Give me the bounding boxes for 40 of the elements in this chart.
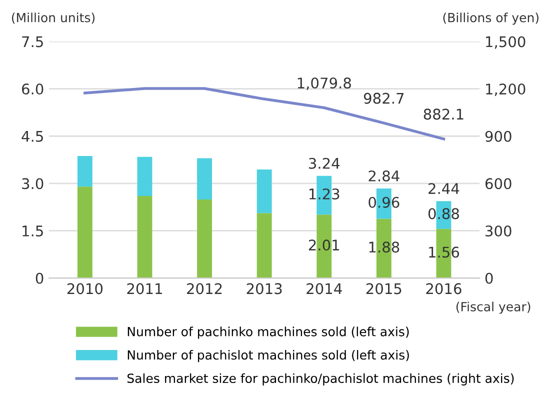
y-tick-label: 0 xyxy=(36,272,44,284)
bar xyxy=(137,156,152,196)
x-tick-label: 2012 xyxy=(187,283,222,294)
x-axis-title: (Fiscal year) xyxy=(456,302,530,314)
legend-label: Number of pachinko machines sold (left axis) xyxy=(128,326,409,339)
x-tick-label: 2014 xyxy=(306,283,342,294)
x-tick-label: 2010 xyxy=(67,283,103,294)
y2-tick-label: 600 xyxy=(485,178,512,190)
data-label: 982.7 xyxy=(364,92,404,104)
bar xyxy=(197,158,212,200)
data-label: 882.1 xyxy=(424,108,464,120)
bar xyxy=(256,170,272,214)
data-label: 1.23 xyxy=(309,188,340,200)
bar xyxy=(77,186,92,278)
x-tick-label: 2016 xyxy=(426,283,462,294)
legend-label: Sales market size for pachinko/pachislot machines (right axis) xyxy=(127,373,514,386)
total-label: 2.84 xyxy=(368,170,400,182)
bar xyxy=(77,156,92,187)
x-tick-label: 2013 xyxy=(246,283,282,294)
y-tick-label: 4.5 xyxy=(22,131,43,142)
y-tick-label: 3.0 xyxy=(22,178,44,190)
total-label: 2.44 xyxy=(428,183,460,194)
legend-label: Number of pachislot machines sold (left axis) xyxy=(128,350,409,362)
y2-tick-label: 0 xyxy=(485,272,493,284)
y2-tick-label: 300 xyxy=(486,225,512,236)
y-tick-label: 6.0 xyxy=(22,84,44,95)
y-tick-label: 1.5 xyxy=(22,226,43,236)
y2-axis-title: (Billions of yen) xyxy=(443,12,538,25)
bar xyxy=(137,196,152,278)
data-label: 1,079.8 xyxy=(298,78,351,90)
total-label: 3.24 xyxy=(309,158,340,169)
y-axis-title: (Million units) xyxy=(12,12,95,24)
bar xyxy=(256,213,272,278)
x-tick-label: 2011 xyxy=(127,283,162,294)
y2-tick-label: 1,200 xyxy=(486,84,526,96)
bar xyxy=(197,200,212,278)
y2-tick-label: 900 xyxy=(485,130,512,142)
y2-tick-label: 1,500 xyxy=(486,36,526,49)
x-tick-label: 2015 xyxy=(366,283,402,294)
y-tick-label: 7.5 xyxy=(22,36,43,48)
